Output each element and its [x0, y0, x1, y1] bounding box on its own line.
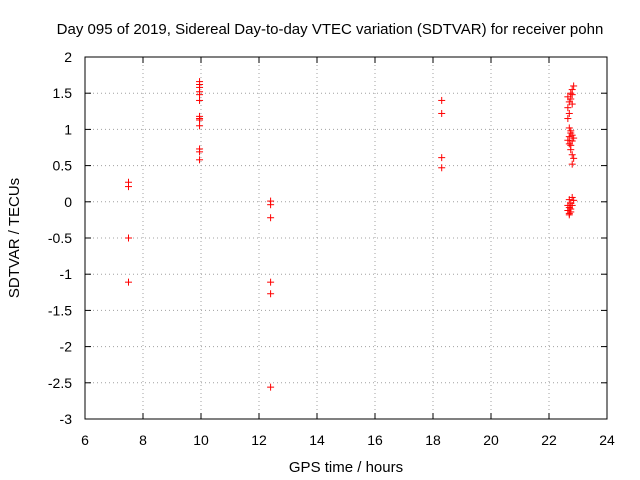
y-tick-label: 0.5 [53, 158, 73, 174]
data-point [125, 183, 132, 191]
y-tick-label: -3 [60, 411, 73, 427]
data-point [567, 208, 575, 216]
data-point [568, 100, 576, 108]
data-point [438, 154, 446, 162]
y-axis-label: SDTVAR / TECUs [6, 178, 23, 298]
data-point [565, 124, 573, 132]
data-point [267, 214, 275, 222]
data-point [125, 278, 132, 286]
data-point [565, 140, 573, 148]
grid [85, 57, 607, 419]
data-point [568, 151, 576, 159]
y-tick-label: -2 [60, 339, 73, 355]
data-point [568, 91, 576, 99]
data-point [570, 196, 578, 204]
y-tick-label: 0 [64, 194, 72, 210]
data-point [267, 201, 275, 209]
data-point [196, 156, 204, 164]
x-tick-label: 6 [81, 432, 89, 448]
x-tick-label: 24 [599, 432, 615, 448]
y-tick-label: 1 [64, 121, 72, 137]
data-point [564, 104, 572, 112]
data-point [568, 201, 576, 209]
x-tick-labels: 6 8 10 12 14 16 18 20 22 24 [81, 432, 615, 448]
data-point [196, 96, 204, 104]
x-tick-label: 8 [139, 432, 147, 448]
y-tick-label: -2.5 [48, 375, 72, 391]
data-point [568, 137, 576, 145]
x-tick-label: 12 [251, 432, 267, 448]
x-tick-label: 10 [193, 432, 209, 448]
data-point [438, 96, 446, 104]
chart-title: Day 095 of 2019, Sidereal Day-to-day VTE… [57, 21, 604, 38]
data-point [568, 193, 576, 201]
data-point [570, 154, 578, 162]
x-tick-label: 16 [367, 432, 383, 448]
data-point [567, 146, 575, 154]
data-point [438, 164, 446, 172]
axis-ticks [84, 56, 608, 420]
data-point [565, 211, 573, 219]
data-point [565, 109, 573, 117]
data-point [267, 383, 275, 391]
x-tick-label: 20 [483, 432, 499, 448]
data-point [564, 115, 572, 123]
data-point [196, 148, 204, 156]
data-point [125, 234, 132, 242]
x-tick-label: 14 [309, 432, 325, 448]
y-tick-label: 2 [64, 49, 72, 65]
y-tick-label: 1.5 [53, 85, 73, 101]
y-tick-label: -0.5 [48, 230, 72, 246]
x-tick-label: 22 [541, 432, 557, 448]
x-axis-label: GPS time / hours [289, 459, 403, 476]
data-point [438, 109, 446, 117]
data-point [567, 127, 575, 135]
data-point [267, 290, 275, 298]
data-point [568, 160, 576, 168]
data-point [567, 95, 575, 103]
y-tick-label: -1 [60, 266, 73, 282]
data-point [564, 136, 572, 144]
data-points [125, 78, 578, 391]
data-point [570, 134, 578, 142]
data-point [267, 278, 275, 286]
data-point [196, 122, 204, 130]
data-point [570, 82, 578, 90]
y-tick-labels: -3 -2.5 -2 -1.5 -1 -0.5 0 0.5 1 1.5 2 [48, 49, 72, 427]
y-tick-label: -1.5 [48, 302, 72, 318]
data-point [565, 133, 573, 141]
data-point [564, 206, 572, 214]
x-tick-label: 18 [425, 432, 441, 448]
